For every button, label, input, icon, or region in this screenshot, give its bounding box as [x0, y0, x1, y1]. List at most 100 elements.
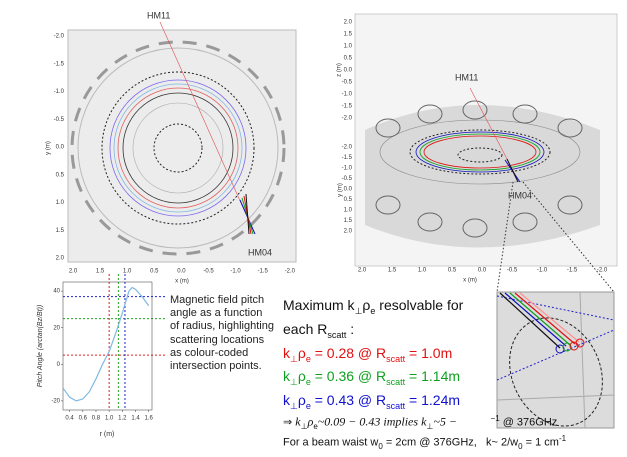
t: -1	[559, 434, 566, 443]
summary-text: k	[283, 368, 290, 384]
top-x-tick: 0.5	[150, 269, 159, 275]
summary-text: = 1.14m	[405, 368, 460, 384]
top-y-tick: -1.5	[54, 61, 65, 67]
side-z-tick: -0.5	[342, 80, 353, 86]
top-x-tick: 1.0	[123, 269, 132, 275]
top-y-tick: 0.0	[56, 145, 65, 151]
top-y-tick: -1.0	[54, 89, 65, 95]
t: ~5 −	[433, 415, 460, 429]
side-z-tick: -1.0	[342, 92, 353, 98]
side-z-tick: 1.0	[344, 44, 353, 50]
top-x-tick: -0.5	[203, 269, 214, 275]
side-y-tick: -2.0	[342, 145, 353, 151]
side-x-tick: 2.0	[358, 268, 367, 274]
y-tick-label: 0	[57, 362, 61, 368]
x-tick-label: 1.2	[118, 416, 127, 422]
t: −1	[491, 414, 500, 423]
summary-text: ρ	[298, 368, 306, 384]
top-hm11: HM11	[147, 10, 170, 20]
t: = 1 cm	[523, 437, 559, 449]
side-y-tick: 2.0	[344, 229, 353, 235]
side-z-tick: 2.0	[344, 20, 353, 26]
side-z-tick: 1.5	[344, 32, 353, 38]
x-tick-label: 1.6	[145, 416, 154, 422]
t: @ 376GHz	[500, 417, 558, 429]
t: ⇒	[283, 417, 295, 429]
side-hm04: HM04	[508, 190, 532, 200]
side-y-tick: 0.5	[344, 197, 353, 203]
summary-row: k⊥ρe = 0.43 @ Rscatt = 1.24m	[283, 391, 463, 415]
top-x-tick: -1.0	[230, 269, 241, 275]
y-tick-label: 40	[53, 289, 60, 295]
side-hm11: HM11	[455, 72, 478, 82]
top-y-tick: 2.0	[56, 256, 65, 262]
top-x-tick: 1.5	[96, 269, 105, 275]
summary-text: k	[283, 345, 290, 361]
y-tick-label: -20	[51, 398, 60, 404]
top-x-axis: x (m)	[175, 279, 189, 285]
implication: ⇒ k⊥ρe~0.09 − 0.43 implies k⊥~5 − −1 @ 3…	[283, 414, 557, 431]
x-tick-label: 1.0	[105, 416, 114, 422]
side-z-axis: z (m)	[337, 63, 343, 77]
side-x-tick: 0.0	[478, 268, 487, 274]
summary-heading: each Rscatt :	[283, 320, 463, 344]
top-y-tick: 1.0	[56, 200, 65, 206]
t: ~0.09 − 0.43 implies	[318, 415, 421, 429]
top-y-tick: -2.0	[54, 34, 65, 40]
top-x-tick: -1.5	[258, 269, 269, 275]
x-tick-label: 1.4	[131, 416, 140, 422]
side-x-tick: -1.5	[567, 268, 578, 274]
side-y-tick: 1.5	[344, 218, 353, 224]
summary-text: ⊥	[290, 353, 298, 363]
chart-y-label: Pitch Angle (arctan(Bz/Bt))	[37, 305, 44, 388]
summary-text: = 0.28 @ R	[311, 345, 386, 361]
top-hm04: HM04	[248, 247, 272, 257]
chart-frame	[63, 282, 152, 410]
beam-note: For a beam waist w0 = 2cm @ 376GHz, k~ 2…	[283, 434, 566, 451]
side-x-tick: 1.0	[418, 268, 427, 274]
page: HM11 HM04 x (m) y (m) HM11 HM04 x (m) y …	[0, 0, 627, 457]
summary-text: scatt	[386, 353, 405, 363]
summary-text: ⊥	[290, 377, 298, 387]
t: Maximum k	[283, 297, 355, 313]
side-x-tick: -2.0	[597, 268, 608, 274]
x-tick-label: 0.8	[92, 416, 101, 422]
summary: Maximum k⊥ρe resolvable for each Rscatt …	[283, 296, 463, 415]
top-x-tick: 2.0	[69, 269, 78, 275]
top-x-tick: -2.0	[285, 269, 296, 275]
summary-text: k	[283, 392, 290, 408]
side-y-tick: -1.5	[342, 155, 353, 161]
summary-text: ⊥	[290, 401, 298, 411]
side-y-tick: 0.0	[344, 187, 353, 193]
summary-text: = 1.24m	[405, 392, 460, 408]
summary-text: = 1.0m	[405, 345, 452, 361]
t: each R	[283, 321, 327, 337]
top-y-tick: -0.5	[54, 117, 65, 123]
t: ⊥	[301, 422, 308, 431]
t: scatt	[327, 330, 346, 340]
summary-text: = 0.36 @ R	[311, 368, 386, 384]
y-tick-label: 20	[53, 325, 60, 331]
side-z-tick: -1.5	[342, 104, 353, 110]
summary-text: ρ	[298, 345, 306, 361]
x-tick-label: 0.4	[65, 416, 74, 422]
summary-text: = 0.43 @ R	[311, 392, 386, 408]
t: resolvable for	[375, 297, 463, 313]
x-tick-label: 0.6	[79, 416, 88, 422]
summary-text: scatt	[386, 377, 405, 387]
side-y-tick: 1.0	[344, 208, 353, 214]
chart-x-label: r (m)	[100, 431, 115, 438]
summary-heading: Maximum k⊥ρe resolvable for	[283, 296, 463, 320]
top-x-tick: 0.0	[177, 269, 186, 275]
top-y-axis: y (m)	[46, 141, 52, 155]
side-y-tick: -1.0	[342, 166, 353, 172]
side-x-tick: -1.0	[537, 268, 548, 274]
t: = 2cm @ 376GHz, k~ 2/w	[383, 437, 518, 449]
summary-rows: k⊥ρe = 0.28 @ Rscatt = 1.0mk⊥ρe = 0.36 @…	[283, 344, 463, 415]
summary-row: k⊥ρe = 0.28 @ Rscatt = 1.0m	[283, 344, 463, 368]
side-y-tick: -0.5	[342, 176, 353, 182]
side-z-tick: 0.5	[344, 56, 353, 62]
summary-text: scatt	[386, 401, 405, 411]
side-x-tick: -0.5	[507, 268, 518, 274]
top-y-tick: 0.5	[56, 172, 65, 178]
